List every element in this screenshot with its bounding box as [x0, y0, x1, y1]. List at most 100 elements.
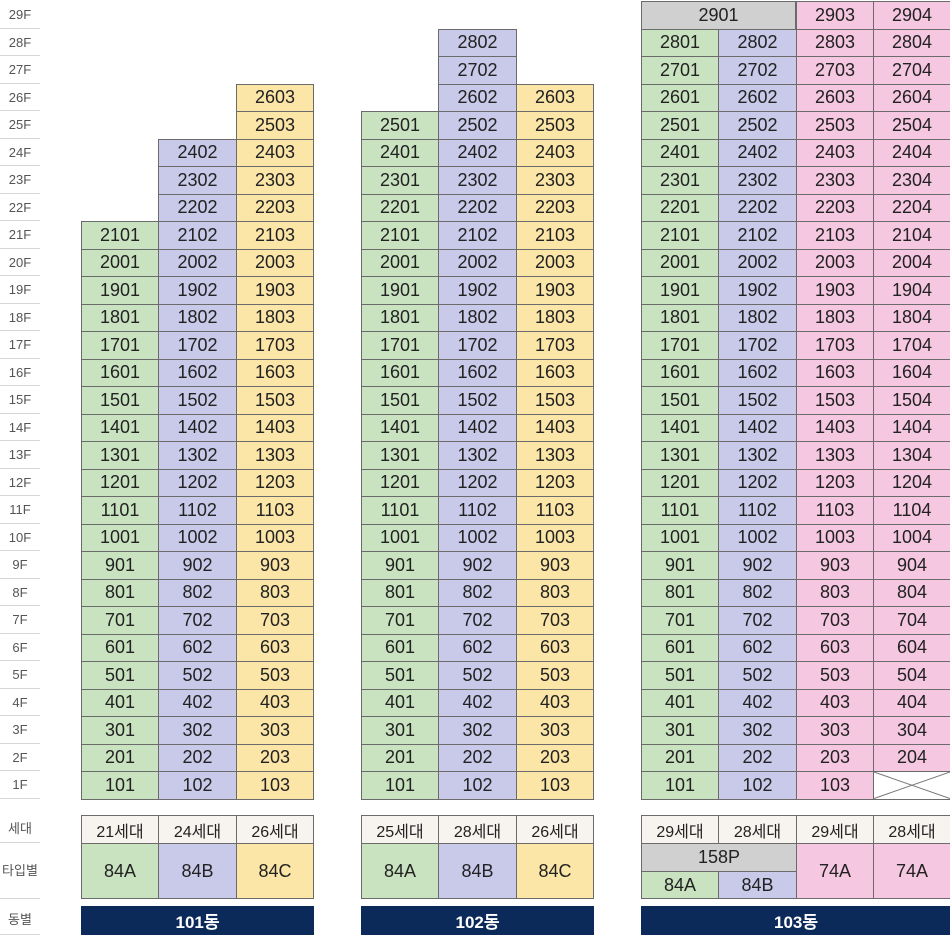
unit-cell: 2503	[516, 111, 594, 140]
unit-cell: 504	[873, 661, 950, 690]
unit-cell: 1204	[873, 468, 950, 497]
unit-cell: 103	[796, 771, 874, 800]
unit-cell: 1402	[438, 413, 517, 442]
floor-label: 14F	[0, 414, 40, 441]
unit-cell: 702	[438, 606, 517, 635]
floor-label: 18F	[0, 304, 40, 331]
unit-cell: 803	[796, 578, 874, 607]
unit-cell: 303	[236, 716, 314, 745]
unit-cell: 2503	[796, 111, 874, 140]
unit-cell: 2302	[438, 166, 517, 195]
unit-cell: 201	[81, 743, 159, 772]
unit-cell: 301	[641, 716, 719, 745]
unit-cell: 1901	[361, 276, 439, 305]
type-cell: 84C	[516, 843, 594, 899]
unit-cell: 602	[158, 633, 237, 662]
unit-cell: 1502	[438, 386, 517, 415]
unit-cell: 2403	[236, 138, 314, 167]
unit-cell: 1302	[158, 441, 237, 470]
unit-cell: 902	[438, 551, 517, 580]
unit-cell: 901	[641, 551, 719, 580]
unit-cell: 1301	[81, 441, 159, 470]
unit-cell: 1504	[873, 386, 950, 415]
unit-cell: 2003	[236, 248, 314, 277]
unit-cell: 1604	[873, 358, 950, 387]
unit-cell: 1302	[438, 441, 517, 470]
unit-cell: 903	[516, 551, 594, 580]
unit-cell: 601	[81, 633, 159, 662]
unit-cell: 503	[796, 661, 874, 690]
unit-cell: 401	[641, 688, 719, 717]
unit-cell: 2103	[516, 221, 594, 250]
unit-cell: 702	[718, 606, 797, 635]
floor-label: 24F	[0, 139, 40, 166]
unit-cell: 101	[361, 771, 439, 800]
floor-label: 19F	[0, 276, 40, 304]
unit-cell: 2604	[873, 83, 950, 112]
unit-cell: 804	[873, 578, 950, 607]
unit-cell: 503	[236, 661, 314, 690]
floor-label: 29F	[0, 1, 40, 29]
unit-cell: 2303	[516, 166, 594, 195]
unit-cell: 502	[438, 661, 517, 690]
unit-cell: 1602	[158, 358, 237, 387]
unit-cell: 1601	[361, 358, 439, 387]
unit-cell: 301	[81, 716, 159, 745]
unit-cell: 601	[641, 633, 719, 662]
unit-cell: 1203	[236, 468, 314, 497]
unit-cell: 1002	[438, 523, 517, 552]
type-cell: 84A	[81, 843, 159, 899]
unit-cell: 2704	[873, 56, 950, 85]
unit-cell: 2603	[236, 83, 314, 112]
unit-cell: 2401	[641, 138, 719, 167]
type-cell: 84C	[236, 843, 314, 899]
unit-cell: 901	[361, 551, 439, 580]
households-cell: 29세대	[796, 815, 874, 844]
floor-label: 16F	[0, 359, 40, 386]
unit-cell: 803	[516, 578, 594, 607]
unit-cell: 803	[236, 578, 314, 607]
unit-cell: 1301	[361, 441, 439, 470]
unit-cell: 604	[873, 633, 950, 662]
unit-cell: 402	[438, 688, 517, 717]
floor-label: 21F	[0, 221, 40, 249]
unit-cell: 202	[158, 743, 237, 772]
unit-cell: 1202	[718, 468, 797, 497]
unit-cell: 2002	[438, 248, 517, 277]
unit-cell: 2002	[718, 248, 797, 277]
unit-cell: 1603	[236, 358, 314, 387]
unit-cell: 302	[718, 716, 797, 745]
unit-cell: 1901	[641, 276, 719, 305]
unit-cell: 1704	[873, 331, 950, 360]
unit-cell: 902	[718, 551, 797, 580]
unit-cell: 1001	[641, 523, 719, 552]
unit-cell: 2702	[438, 56, 517, 85]
unit-cell: 303	[796, 716, 874, 745]
type-cell: 84A	[641, 871, 719, 899]
unit-cell: 2804	[873, 28, 950, 57]
unit-cell: 1202	[158, 468, 237, 497]
unit-cell: 201	[641, 743, 719, 772]
unit-cell: 2302	[718, 166, 797, 195]
unit-cell: 1701	[81, 331, 159, 360]
unit-cell: 1702	[438, 331, 517, 360]
unit-cell: 2603	[516, 83, 594, 112]
unit-cell: 102	[158, 771, 237, 800]
floor-label: 25F	[0, 111, 40, 139]
unit-cell: 1203	[516, 468, 594, 497]
unit-cell: 1502	[158, 386, 237, 415]
unit-cell: 2002	[158, 248, 237, 277]
households-cell: 26세대	[236, 815, 314, 844]
unit-cell: 1203	[796, 468, 874, 497]
unit-cell: 1801	[81, 303, 159, 332]
unit-cell: 1101	[641, 496, 719, 525]
floor-label: 11F	[0, 496, 40, 524]
unit-cell: 403	[796, 688, 874, 717]
unit-cell: 1303	[516, 441, 594, 470]
unit-cell: 101	[81, 771, 159, 800]
unit-cell: 2304	[873, 166, 950, 195]
households-cell: 21세대	[81, 815, 159, 844]
unit-cell: 1801	[361, 303, 439, 332]
unit-cell: 2801	[641, 28, 719, 57]
unit-cell: 1403	[236, 413, 314, 442]
